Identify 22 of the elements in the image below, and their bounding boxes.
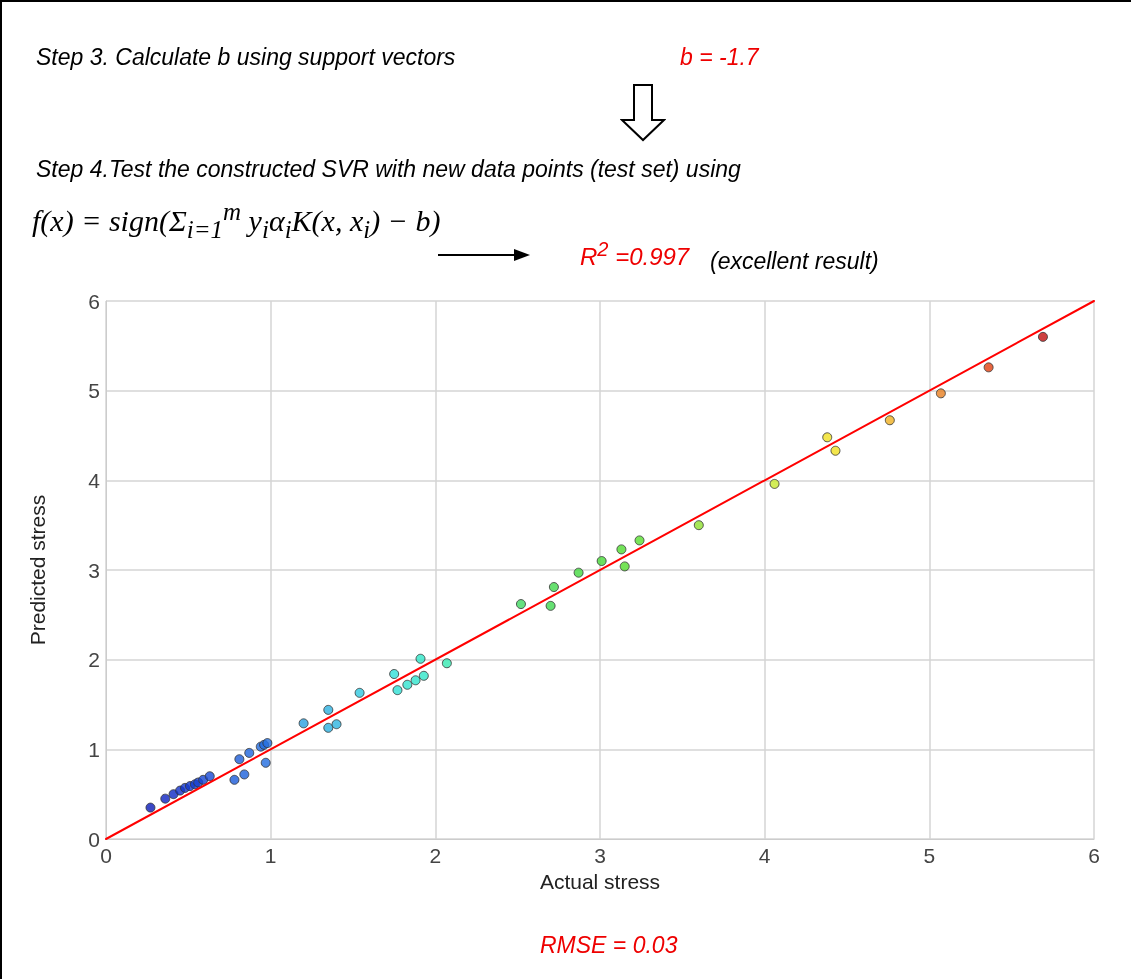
x-tick-label: 6 [1088, 844, 1100, 867]
y-tick-label: 3 [88, 558, 100, 582]
text: b = -1.7 [680, 44, 759, 71]
y-tick-label: 2 [88, 648, 100, 672]
text: Step 3. Calculate b using support vectors [36, 44, 456, 71]
y-tick-label: 6 [88, 289, 100, 313]
text: f(x) = sign(Σ$_{i=1}$$^{m}$ y$_{i}$α$_{i}$K(x, x$_{i}$) − b) [32, 198, 441, 243]
text: RMSE = 0.03 [540, 932, 678, 959]
x-tick-label: 2 [429, 844, 442, 867]
x-tick-label: 4 [758, 844, 771, 867]
x-axis-title: Actual stress [539, 869, 661, 893]
y-axis-title: Predicted stress [26, 494, 49, 646]
text: (excellent result) [710, 248, 879, 275]
text: Step 4.Test the constructed SVR with new data points (test set) using [36, 156, 741, 183]
x-tick-label: 5 [923, 844, 936, 867]
x-tick-label: 3 [594, 844, 606, 867]
y-tick-label: 5 [88, 379, 100, 403]
y-tick-label: 1 [88, 737, 100, 761]
y-tick-label: 0 [88, 827, 100, 851]
y-tick-label: 4 [88, 468, 101, 492]
x-tick-label: 1 [264, 844, 277, 867]
text: R$^{2}$ =0.997 [580, 238, 690, 271]
